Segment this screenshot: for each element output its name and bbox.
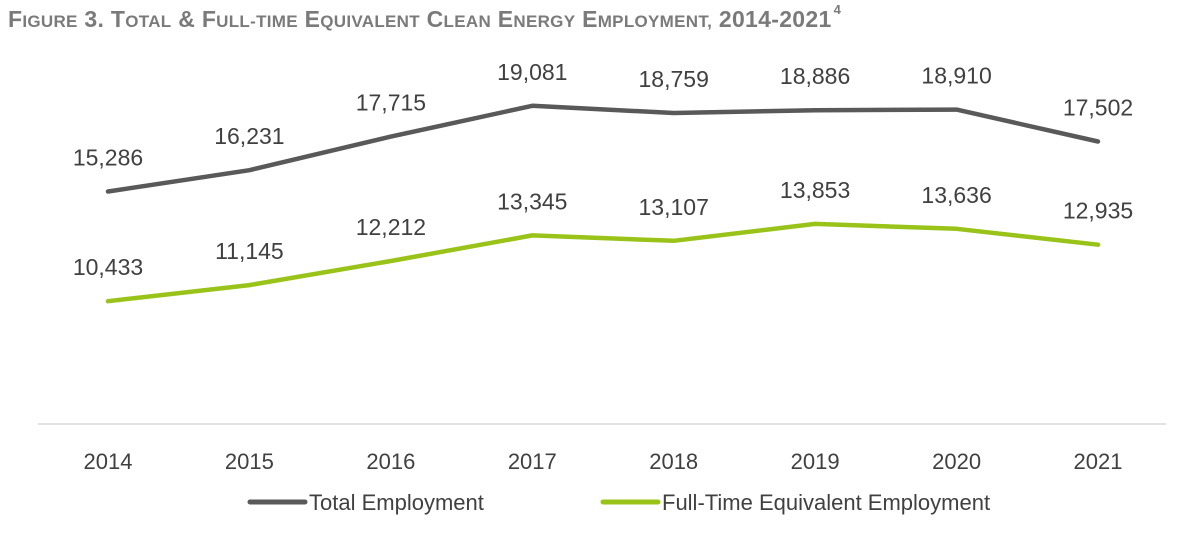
data-label: 13,853	[780, 177, 850, 203]
legend-label: Full-Time Equivalent Employment	[662, 490, 990, 515]
data-label: 18,886	[780, 63, 850, 89]
x-tick-label: 2016	[366, 449, 415, 474]
data-label: 13,107	[639, 194, 709, 220]
series-line-fte-employment	[105, 221, 1101, 304]
data-label: 17,715	[356, 90, 426, 116]
chart-title-text: Figure 3. Total & Full-Time Equivalent C…	[8, 6, 832, 32]
data-label: 13,636	[921, 182, 991, 208]
x-tick-label: 2019	[791, 449, 840, 474]
x-tick-label: 2014	[84, 449, 133, 474]
legend-label: Total Employment	[309, 490, 484, 515]
series-line-total-employment	[105, 103, 1101, 194]
x-tick-label: 2015	[225, 449, 274, 474]
data-label: 17,502	[1063, 95, 1133, 121]
legend: Total Employment Full-Time Equivalent Emp…	[247, 490, 990, 515]
chart-title-footnote: 4	[833, 2, 842, 18]
data-label: 12,212	[356, 214, 426, 240]
x-tick-label: 2020	[932, 449, 981, 474]
data-label: 13,345	[497, 188, 567, 214]
data-label: 10,433	[73, 254, 143, 280]
data-label: 16,231	[214, 123, 284, 149]
x-tick-label: 2017	[508, 449, 557, 474]
legend-item: Full-Time Equivalent Employment	[600, 490, 990, 515]
data-label: 19,081	[497, 59, 567, 85]
data-label: 18,910	[921, 63, 991, 89]
data-label: 18,759	[639, 66, 709, 92]
x-tick-label: 2021	[1074, 449, 1123, 474]
x-tick-label: 2018	[649, 449, 698, 474]
data-labels-layer: 15,286 16,231 17,715 19,081 18,759 18,886 18,9…	[73, 59, 1133, 280]
chart-title: Figure 3. Total & Full-Time Equivalent C…	[8, 2, 1192, 40]
data-label: 15,286	[73, 145, 143, 171]
series-layer	[105, 103, 1101, 304]
x-tick-labels: 2014 2015 2016 2017 2018 2019 2020 2021	[84, 449, 1123, 474]
legend-item: Total Employment	[247, 490, 484, 515]
data-label: 12,935	[1063, 198, 1133, 224]
data-label: 11,145	[215, 238, 284, 264]
